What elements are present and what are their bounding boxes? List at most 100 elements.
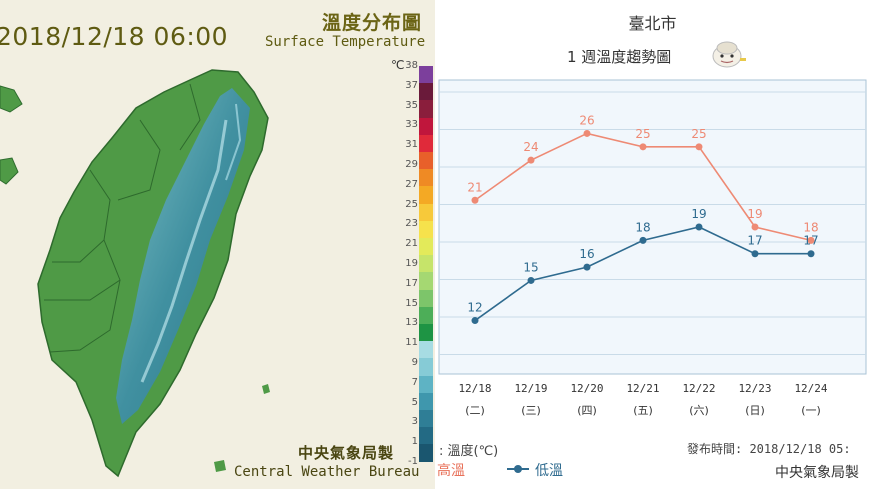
scale-tick: 3 (411, 416, 418, 428)
colorbar-segment (419, 289, 433, 307)
x-tick-label: 12/23 (738, 382, 771, 395)
colorbar-segment (419, 66, 433, 84)
colorbar-segment (419, 203, 433, 221)
data-point (471, 317, 479, 325)
colorbar-segment (419, 427, 433, 445)
colorbar-segment (419, 255, 433, 273)
data-point (527, 276, 535, 284)
chart-city: 臺北市 (628, 14, 677, 33)
chart-issued-time: 發布時間: 2018/12/18 05: (687, 442, 851, 456)
data-label: 19 (691, 207, 706, 221)
colorbar-segment (419, 169, 433, 187)
data-label: 17 (747, 234, 762, 248)
data-label: 15 (523, 260, 538, 274)
colorbar-segment (419, 410, 433, 428)
map-datetime: 2018/12/18 06:00 (0, 22, 229, 51)
scale-tick: -1 (408, 456, 418, 467)
colorbar-segment (419, 324, 433, 342)
x-tick-weekday: (二) (465, 404, 485, 417)
colorbar-segment (419, 186, 433, 204)
data-label: 25 (635, 127, 650, 141)
x-tick-weekday: (六) (689, 404, 709, 417)
scale-tick: 9 (411, 357, 418, 368)
scale-tick: 25 (405, 198, 418, 210)
map-credit-en: Central Weather Bureau (234, 464, 420, 480)
data-label: 19 (747, 207, 762, 221)
scale-tick: 19 (405, 258, 418, 269)
scale-tick: 38 (405, 60, 418, 71)
colorbar-segment (419, 444, 433, 462)
trend-chart: 12/18 (二) 12/19 (三) 12/20 (四) 12/21 (五) 12/22 (六)… (438, 79, 867, 417)
colorbar-segment (419, 392, 433, 411)
data-point (807, 236, 815, 244)
scale-tick: 11 (405, 337, 418, 349)
x-tick-label: 12/19 (514, 382, 547, 395)
legend-low: 低溫 (535, 463, 563, 479)
data-point (471, 196, 479, 204)
scale-tick: 15 (405, 297, 418, 309)
data-label: 12 (467, 301, 482, 315)
data-label: 18 (635, 220, 650, 234)
plot-area (438, 79, 867, 375)
chart-source: 中央氣象局製 (775, 465, 859, 481)
weekly-trend-panel: 臺北市 1 週溫度趨勢圖 12/18 (二) 12/19 (三) 12/20 (四) 12/… (435, 0, 870, 489)
scale-tick: 23 (405, 218, 418, 230)
x-tick-weekday: (三) (521, 404, 541, 417)
scale-tick: 37 (405, 79, 418, 91)
data-point (583, 129, 591, 137)
data-point (751, 223, 759, 231)
colorbar-segment (419, 220, 433, 239)
scale-tick: 1 (411, 436, 418, 448)
data-label: 18 (803, 220, 818, 234)
x-tick-label: 12/24 (794, 382, 827, 395)
scale-tick: 13 (405, 317, 418, 329)
data-point (583, 263, 591, 271)
colorbar-segment (419, 375, 433, 393)
penghu-islands (0, 85, 23, 113)
map-title-en: Surface Temperature (265, 34, 426, 50)
scale-tick: 35 (405, 99, 418, 111)
data-label: 26 (579, 113, 594, 127)
data-point (527, 156, 535, 164)
green-island (214, 460, 226, 472)
x-tick-label: 12/20 (570, 382, 603, 395)
data-point (751, 250, 759, 258)
data-point (639, 236, 647, 244)
colorbar-segment (419, 272, 433, 290)
colorbar-segment (419, 83, 433, 101)
data-label: 24 (523, 140, 538, 154)
orchid-island (262, 384, 270, 394)
temperature-map-panel: 2018/12/18 06:00 溫度分布圖 Surface Temperatu… (0, 0, 435, 489)
map-title-zh: 溫度分布圖 (322, 12, 423, 34)
map-credit-zh: 中央氣象局製 (298, 444, 395, 462)
colorbar-segment (419, 100, 433, 118)
data-point (695, 143, 703, 151)
colorbar-segment (419, 358, 433, 376)
mascot-icon (712, 41, 746, 68)
scale-unit: ℃ (391, 58, 405, 72)
scale-tick: 5 (411, 396, 418, 408)
data-label: 17 (803, 234, 818, 248)
x-tick-label: 12/18 (458, 382, 491, 395)
data-point (639, 143, 647, 151)
data-label: 21 (467, 180, 482, 194)
taiwan-map (0, 69, 270, 478)
legend-low-marker (514, 465, 522, 473)
scale-tick: 31 (405, 139, 418, 151)
data-label: 16 (579, 247, 594, 261)
scale-tick: 27 (405, 178, 418, 190)
data-point (807, 250, 815, 258)
scale-tick: 29 (405, 159, 418, 170)
colorbar-segment (419, 152, 433, 170)
x-tick-weekday: (日) (745, 404, 765, 417)
chart-unit-label: : 溫度(℃) (439, 444, 499, 459)
colorbar-segment (419, 306, 433, 325)
scale-tick: 17 (405, 277, 418, 289)
scale-tick: 33 (405, 119, 418, 131)
x-tick-label: 12/21 (626, 382, 659, 395)
penghu-islands-south (0, 157, 19, 185)
data-point (695, 223, 703, 231)
temperature-colorbar (419, 66, 433, 462)
colorbar-segment (419, 238, 433, 256)
data-label: 25 (691, 127, 706, 141)
